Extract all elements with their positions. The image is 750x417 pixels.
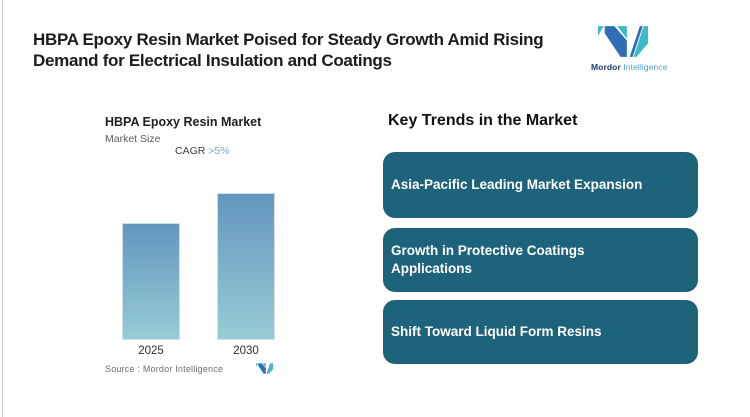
brand-name-primary: Mordor xyxy=(591,62,621,72)
trends-heading: Key Trends in the Market xyxy=(388,112,578,129)
trend-card-liquid-form: Shift Toward Liquid Form Resins xyxy=(383,300,698,364)
cagr-label: CAGR xyxy=(175,145,206,157)
mordor-intelligence-logo-icon xyxy=(598,26,648,62)
trend-card-label: Shift Toward Liquid Form Resins xyxy=(391,324,602,340)
mordor-intelligence-mini-logo-icon xyxy=(256,361,273,379)
trend-card-asia-pacific: Asia-Pacific Leading Market Expansion xyxy=(383,152,698,218)
left-edge-divider xyxy=(2,0,3,417)
bar-2030 xyxy=(217,193,275,340)
brand-name-secondary: Intelligence xyxy=(623,62,668,72)
source-attribution: Source : Mordor Intelligence xyxy=(105,364,224,374)
chart-subtitle: Market Size xyxy=(105,133,161,145)
cagr-value: >5% xyxy=(208,145,230,157)
trend-card-label: Growth in Protective Coatings Applicatio… xyxy=(391,243,585,276)
page-title: HBPA Epoxy Resin Market Poised for Stead… xyxy=(33,29,544,71)
bar-2025 xyxy=(122,223,180,340)
page-title-line1: HBPA Epoxy Resin Market Poised for Stead… xyxy=(33,30,544,49)
mordor-intelligence-wordmark: Mordor Intelligence xyxy=(591,62,701,72)
page-title-line2: Demand for Electrical Insulation and Coa… xyxy=(33,51,392,70)
x-axis-label-2030: 2030 xyxy=(233,345,259,357)
chart-title: HBPA Epoxy Resin Market xyxy=(105,115,262,129)
trend-card-protective-coatings: Growth in Protective Coatings Applicatio… xyxy=(383,228,698,292)
trend-card-label: Asia-Pacific Leading Market Expansion xyxy=(391,177,643,193)
cagr-annotation: CAGR >5% xyxy=(175,145,230,157)
x-axis-label-2025: 2025 xyxy=(138,345,164,357)
